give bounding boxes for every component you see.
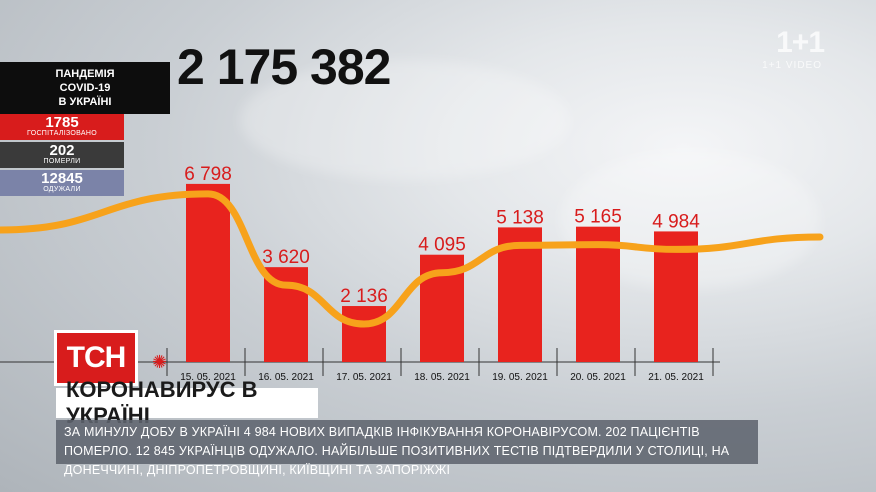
bar-value-label: 4 984 [652, 211, 700, 232]
date-label: 21. 05. 2021 [648, 372, 704, 383]
bar [654, 231, 698, 362]
date-label: 17. 05. 2021 [336, 372, 392, 383]
bar [576, 226, 620, 362]
virus-icon: ✺ [152, 352, 168, 372]
panel-title-line: В УКРАЇНІ [58, 96, 112, 108]
channel-logo-sub: 1+1 VIDEO [762, 60, 822, 71]
bar-value-label: 4 095 [418, 235, 466, 256]
date-label: 20. 05. 2021 [570, 372, 626, 383]
stat-recovered-value: 12845 [41, 170, 83, 187]
total-cases: 2 175 382 [177, 39, 391, 95]
stat-died: 202 ПОМЕРЛИ [0, 142, 124, 168]
stat-recovered: 12845 ОДУЖАЛИ [0, 170, 124, 196]
bar [342, 306, 386, 362]
date-label: 16. 05. 2021 [258, 372, 314, 383]
panel-title: ПАНДЕМІЯ COVID-19 В УКРАЇНІ [0, 62, 170, 114]
date-label: 18. 05. 2021 [414, 372, 470, 383]
bar-value-label: 3 620 [262, 247, 310, 268]
bar-value-label: 2 136 [340, 286, 388, 307]
stat-hospitalized-value: 1785 [45, 114, 79, 131]
bar-value-label: 6 798 [184, 164, 232, 185]
bar-value-label: 5 165 [574, 207, 622, 228]
background-blob [240, 60, 570, 180]
panel-title-line: ПАНДЕМІЯ [55, 68, 115, 80]
trend-line [0, 190, 824, 328]
stat-hospitalized: 1785 ГОСПІТАЛІЗОВАНО [0, 114, 124, 140]
date-label: 19. 05. 2021 [492, 372, 548, 383]
tsn-logo: ТСН [54, 330, 138, 386]
bar-value-label: 5 138 [496, 207, 544, 228]
stat-recovered-label: ОДУЖАЛИ [43, 186, 81, 193]
news-ticker: ЗА МИНУЛУ ДОБУ В УКРАЇНІ 4 984 НОВИХ ВИП… [56, 420, 758, 477]
stat-hospitalized-label: ГОСПІТАЛІЗОВАНО [27, 130, 97, 137]
bar [186, 183, 230, 362]
stat-died-label: ПОМЕРЛИ [43, 158, 81, 165]
date-label: 15. 05. 2021 [180, 372, 236, 383]
channel-logo: 1+1 [776, 26, 825, 59]
headline: КОРОНАВИРУС В УКРАЇНІ [56, 377, 318, 428]
panel-title-line: COVID-19 [59, 82, 111, 94]
stat-died-value: 202 [49, 142, 75, 159]
